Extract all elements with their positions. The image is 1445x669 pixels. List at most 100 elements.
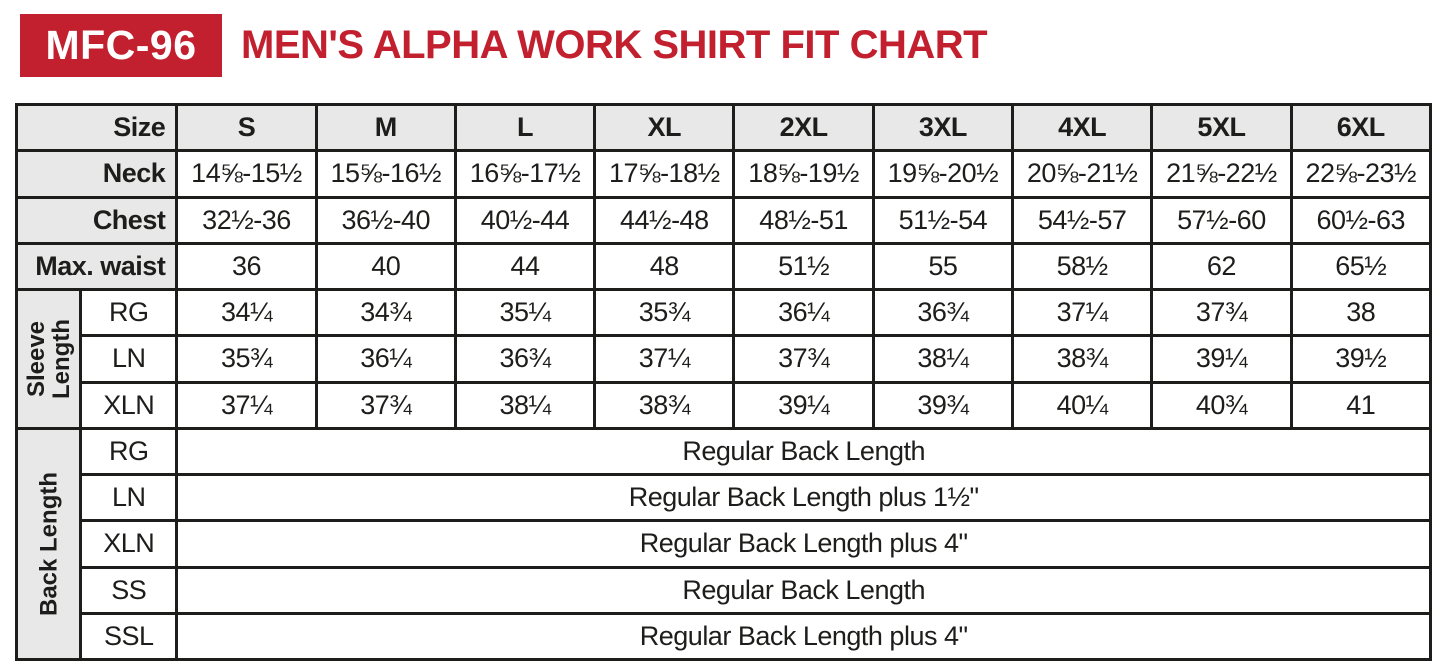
sleeve-xln-value: 39¾ bbox=[871, 380, 1015, 430]
max-waist-value: 51½ bbox=[732, 241, 875, 292]
back-fit-label: LN bbox=[79, 472, 179, 523]
sleeve-ln-value: 36¾ bbox=[453, 334, 597, 384]
sleeve-ln-value: 38¼ bbox=[871, 334, 1015, 384]
back-ssl-value: Regular Back Length plus 4" bbox=[175, 611, 1432, 662]
back-fit-label: SSL bbox=[79, 611, 179, 662]
sleeve-xln-value: 40¾ bbox=[1150, 380, 1293, 430]
chest-value: 57½-60 bbox=[1150, 195, 1293, 245]
chest-value: 51½-54 bbox=[871, 195, 1015, 245]
size-header-row: Size S M L XL 2XL 3XL 4XL 5XL 6XL bbox=[14, 102, 1433, 153]
sleeve-fit-label: RG bbox=[79, 287, 179, 338]
neck-row: Neck 14⅝-15½ 15⅝-16½ 16⅝-17½ 17⅝-18½ 18⅝… bbox=[14, 149, 1433, 199]
neck-value: 15⅝-16½ bbox=[314, 149, 457, 199]
size-col-header: L bbox=[453, 102, 597, 153]
product-code-badge: MFC-96 bbox=[20, 14, 222, 77]
neck-value: 22⅝-23½ bbox=[1289, 149, 1433, 199]
sleeve-rg-value: 36¼ bbox=[732, 287, 875, 338]
back-ln-row: LN Regular Back Length plus 1½" bbox=[17, 472, 1432, 523]
back-ln-value: Regular Back Length plus 1½" bbox=[175, 472, 1432, 523]
max-waist-value: 62 bbox=[1150, 241, 1293, 292]
sleeve-fit-label: XLN bbox=[79, 380, 179, 430]
size-col-header: 5XL bbox=[1150, 102, 1293, 153]
chest-value: 36½-40 bbox=[314, 195, 457, 245]
sleeve-ln-row: LN 35¾ 36¼ 36¾ 37¼ 37¾ 38¼ 38¾ 39¼ 39½ bbox=[17, 334, 1433, 384]
sleeve-length-section-label-cell: Sleeve Length bbox=[14, 288, 83, 430]
chest-value: 60½-63 bbox=[1289, 195, 1433, 245]
fit-chart-table: Size S M L XL 2XL 3XL 4XL 5XL 6XL Neck 1… bbox=[14, 102, 1433, 662]
sleeve-ln-value: 36¼ bbox=[314, 334, 457, 384]
size-col-header: S bbox=[175, 102, 318, 153]
sleeve-xln-value: 41 bbox=[1289, 380, 1433, 430]
sleeve-length-section-label: Sleeve Length bbox=[22, 318, 75, 399]
chest-value: 48½-51 bbox=[732, 195, 875, 245]
sleeve-rg-value: 35¼ bbox=[453, 287, 597, 338]
neck-value: 20⅝-21½ bbox=[1011, 149, 1154, 199]
neck-value: 19⅝-20½ bbox=[871, 149, 1015, 199]
chest-row: Chest 32½-36 36½-40 40½-44 44½-48 48½-51… bbox=[14, 195, 1433, 245]
max-waist-value: 48 bbox=[593, 241, 736, 292]
chest-value: 32½-36 bbox=[175, 195, 318, 245]
max-waist-row-label: Max. waist bbox=[14, 241, 179, 292]
neck-value: 21⅝-22½ bbox=[1150, 149, 1293, 199]
neck-value: 17⅝-18½ bbox=[593, 149, 736, 199]
sleeve-rg-value: 34¾ bbox=[314, 287, 457, 338]
sleeve-rg-value: 38 bbox=[1289, 287, 1433, 338]
chest-value: 40½-44 bbox=[453, 195, 597, 245]
chest-value: 44½-48 bbox=[593, 195, 736, 245]
neck-row-label: Neck bbox=[14, 149, 179, 199]
max-waist-value: 40 bbox=[314, 241, 457, 292]
max-waist-row: Max. waist 36 40 44 48 51½ 55 58½ 62 65½ bbox=[14, 241, 1433, 292]
max-waist-value: 55 bbox=[871, 241, 1015, 292]
back-fit-label: SS bbox=[79, 565, 179, 615]
sleeve-ln-value: 37¾ bbox=[732, 334, 875, 384]
page-title: MEN'S ALPHA WORK SHIRT FIT CHART bbox=[241, 23, 988, 67]
max-waist-value: 36 bbox=[175, 241, 318, 292]
neck-value: 16⅝-17½ bbox=[453, 149, 597, 199]
size-col-header: 2XL bbox=[732, 102, 875, 153]
chest-row-label: Chest bbox=[14, 195, 179, 245]
size-col-header: 6XL bbox=[1289, 102, 1433, 153]
max-waist-value: 44 bbox=[453, 241, 597, 292]
back-rg-row: Back Length RG Regular Back Length bbox=[14, 426, 1432, 662]
size-col-header: 4XL bbox=[1011, 102, 1154, 153]
sleeve-xln-value: 37¼ bbox=[175, 380, 318, 430]
neck-value: 18⅝-19½ bbox=[732, 149, 875, 199]
back-ssl-row: SSL Regular Back Length plus 4" bbox=[17, 611, 1432, 662]
sleeve-ln-value: 39½ bbox=[1289, 334, 1433, 384]
back-ss-row: SS Regular Back Length bbox=[17, 565, 1432, 615]
back-xln-row: XLN Regular Back Length plus 4" bbox=[17, 519, 1432, 569]
size-col-header: XL bbox=[593, 102, 736, 153]
max-waist-value: 65½ bbox=[1289, 241, 1433, 292]
back-fit-label: XLN bbox=[79, 519, 179, 569]
page-header: MFC-96 MEN'S ALPHA WORK SHIRT FIT CHART bbox=[20, 14, 988, 77]
neck-value: 14⅝-15½ bbox=[175, 149, 318, 199]
sleeve-xln-row: XLN 37¼ 37¾ 38¼ 38¾ 39¼ 39¾ 40¼ 40¾ 41 bbox=[17, 380, 1433, 430]
sleeve-ln-value: 35¾ bbox=[175, 334, 318, 384]
back-ss-value: Regular Back Length bbox=[175, 565, 1432, 615]
sleeve-xln-value: 39¼ bbox=[732, 380, 875, 430]
size-header-label: Size bbox=[14, 102, 179, 153]
back-length-section-label-cell: Back Length bbox=[14, 426, 83, 662]
size-col-header: 3XL bbox=[871, 102, 1015, 153]
max-waist-value: 58½ bbox=[1011, 241, 1154, 292]
sleeve-ln-value: 38¾ bbox=[1011, 334, 1154, 384]
sleeve-rg-value: 37¼ bbox=[1011, 287, 1154, 338]
sleeve-fit-label: LN bbox=[79, 334, 179, 384]
sleeve-rg-row: Sleeve Length RG 34¼ 34¾ 35¼ 35¾ 36¼ 36¾… bbox=[14, 287, 1433, 430]
back-xln-value: Regular Back Length plus 4" bbox=[175, 519, 1432, 569]
size-col-header: M bbox=[314, 102, 457, 153]
sleeve-xln-value: 40¼ bbox=[1011, 380, 1154, 430]
sleeve-rg-value: 37¾ bbox=[1150, 287, 1293, 338]
back-rg-value: Regular Back Length bbox=[175, 426, 1432, 477]
sleeve-ln-value: 39¼ bbox=[1150, 334, 1293, 384]
back-length-section-label: Back Length bbox=[34, 471, 62, 616]
sleeve-rg-value: 35¾ bbox=[593, 287, 736, 338]
sleeve-rg-value: 34¼ bbox=[175, 287, 318, 338]
sleeve-xln-value: 38¾ bbox=[593, 380, 736, 430]
sleeve-xln-value: 38¼ bbox=[453, 380, 597, 430]
sleeve-ln-value: 37¼ bbox=[593, 334, 736, 384]
chest-value: 54½-57 bbox=[1011, 195, 1154, 245]
sleeve-rg-value: 36¾ bbox=[871, 287, 1015, 338]
back-fit-label: RG bbox=[79, 426, 179, 477]
